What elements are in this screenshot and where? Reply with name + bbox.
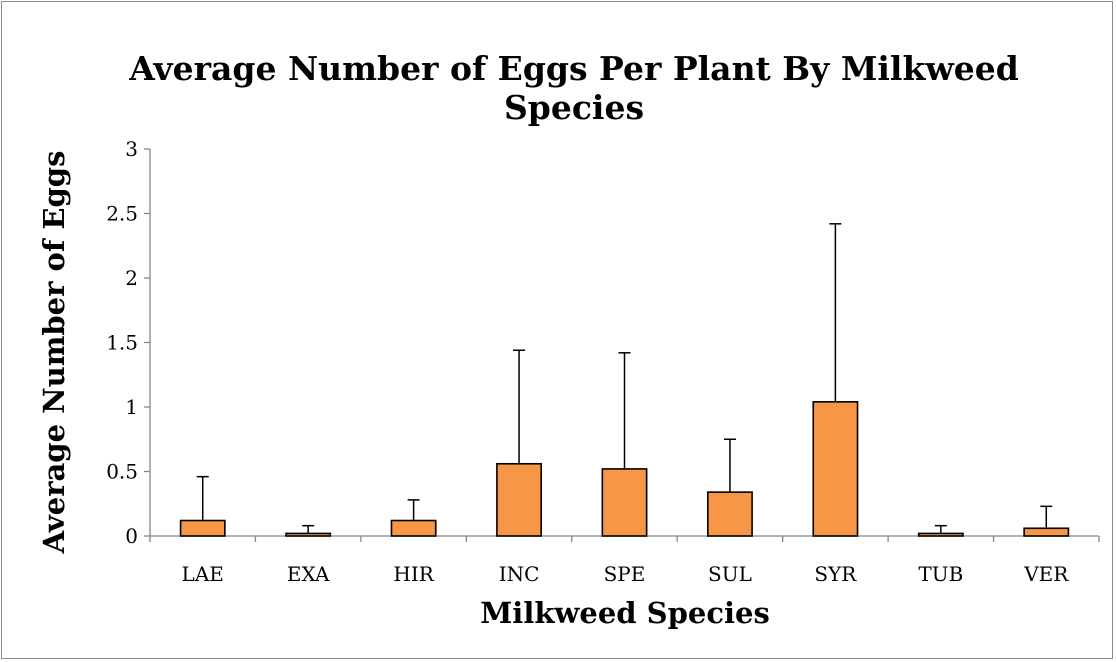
- y-axis-title: Average Number of Eggs: [37, 151, 71, 555]
- x-tick-label: INC: [499, 562, 540, 586]
- bar: [812, 401, 859, 537]
- bar: [390, 519, 437, 537]
- x-tick-label: SUL: [708, 562, 752, 586]
- y-tick-label: 0.5: [106, 460, 138, 484]
- bar-series: [179, 401, 1070, 537]
- bar: [285, 532, 332, 537]
- bar: [179, 519, 226, 537]
- chart-title-line-1: Average Number of Eggs Per Plant By Milk…: [128, 49, 1019, 88]
- x-tick-label: EXA: [287, 562, 330, 586]
- y-axis-ticks: 0 0.5 1 1.5 2 2.5 3: [106, 137, 150, 548]
- y-tick-label: 1: [125, 395, 138, 419]
- bar: [1023, 527, 1070, 537]
- bar: [496, 462, 542, 537]
- x-tick-label: SYR: [814, 562, 857, 586]
- x-tick-label: HIR: [393, 562, 434, 586]
- x-tick-label: LAE: [182, 562, 224, 586]
- bar: [707, 491, 753, 537]
- x-tick-label: SPE: [604, 562, 646, 586]
- y-tick-label: 2.5: [106, 202, 138, 226]
- error-bars: [196, 223, 1053, 534]
- chart-title-line-2: Species: [504, 88, 644, 127]
- bar: [601, 468, 648, 537]
- x-tick-label: VER: [1023, 562, 1069, 586]
- y-tick-label: 1.5: [106, 331, 138, 355]
- x-tick-label: TUB: [918, 562, 963, 586]
- y-tick-label: 3: [125, 137, 138, 161]
- x-axis-title: Milkweed Species: [480, 596, 770, 630]
- y-tick-label: 0: [125, 524, 138, 548]
- y-tick-label: 2: [125, 266, 138, 290]
- bar: [917, 532, 964, 537]
- x-axis-ticks: LAE EXA HIR INC SPE SUL SYR TUB VER: [149, 536, 1100, 586]
